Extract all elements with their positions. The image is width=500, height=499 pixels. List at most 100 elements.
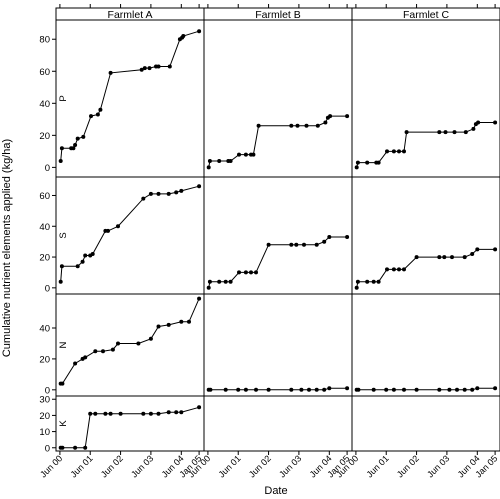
data-point [397,267,401,272]
data-point [315,123,320,128]
data-point [365,160,370,165]
y-tick-label: 60 [39,67,50,78]
panels: P S N K [55,19,500,452]
data-point [365,279,370,284]
data-point [73,143,78,147]
data-point [73,361,78,366]
x-tick-label: Jun 01 [364,453,390,479]
data-point [60,381,65,386]
data-point [93,411,98,416]
data-point [462,387,467,392]
data-point [71,146,76,151]
data-point [384,387,389,392]
data-point [323,120,328,125]
data-point [108,70,113,75]
data-point [59,146,64,151]
y-tick-label: 40 [39,222,50,233]
data-point [197,296,202,301]
panel-frame [203,19,353,178]
series-line [60,185,200,282]
strip-label: Farmlet B [255,9,301,21]
data-point [295,123,300,128]
data-point [450,255,454,260]
data-point [197,184,202,189]
strip-box [351,7,500,21]
data-point [289,387,294,392]
data-point [443,130,448,135]
data-point [402,387,406,392]
data-point [493,386,498,391]
y-tick-label: 20 [39,131,50,142]
data-point [294,242,299,247]
top-ticks [59,4,496,8]
data-point [356,387,361,392]
data-point [217,279,222,284]
data-point [493,120,498,125]
data-point [414,255,419,260]
y-tick-label: 80 [39,35,50,46]
data-point [110,347,115,352]
data-point [83,253,88,258]
data-point [93,349,98,354]
x-tick-label: Jun 02 [247,453,273,479]
panel-frame [55,19,205,178]
data-point [371,279,376,284]
data-point [354,285,359,290]
data-point [455,387,459,392]
x-tick-label: Jun 02 [99,453,125,479]
data-point [471,126,476,131]
data-point [391,267,396,272]
data-point [442,255,447,260]
data-point [148,411,153,416]
data-point [108,411,113,416]
x-tick-label: Jun 00 [38,453,64,479]
data-point [249,270,253,275]
column-strips: Farmlet A Farmlet B Farmlet C [55,7,500,21]
data-point [475,247,480,252]
data-point [116,224,120,229]
data-point [493,247,498,252]
data-point [156,64,161,69]
data-point [236,387,241,392]
data-point [304,123,309,128]
data-point [179,319,184,324]
data-point [83,445,88,450]
data-point [101,349,105,354]
data-point [136,341,141,346]
data-point [328,114,333,119]
data-point [217,159,222,163]
panel-frame [55,293,205,397]
data-point [302,242,306,247]
data-point [397,149,401,154]
data-point [83,355,88,360]
data-point [266,387,271,392]
data-point [174,190,179,195]
data-point [437,387,442,392]
data-point [148,336,153,341]
panel-frame [203,395,353,452]
data-point [414,387,419,392]
data-point [385,149,389,154]
y-tick-label: 40 [39,99,50,110]
data-point [376,160,381,165]
data-point [141,196,146,201]
data-point [223,387,228,392]
data-point [174,410,179,415]
series-layer [58,29,498,450]
data-point [116,341,120,346]
x-tick-label: Jun 03 [277,453,303,479]
data-point [156,191,161,196]
data-point [167,64,172,69]
data-point [475,386,480,391]
y-tick-label: 0 [45,163,50,174]
y-tick-label: 40 [39,324,50,335]
data-point [402,267,406,272]
data-point [243,270,248,275]
data-point [207,279,212,284]
data-point [327,235,332,239]
data-point [223,279,228,284]
data-point [322,239,327,244]
data-point [208,387,213,392]
